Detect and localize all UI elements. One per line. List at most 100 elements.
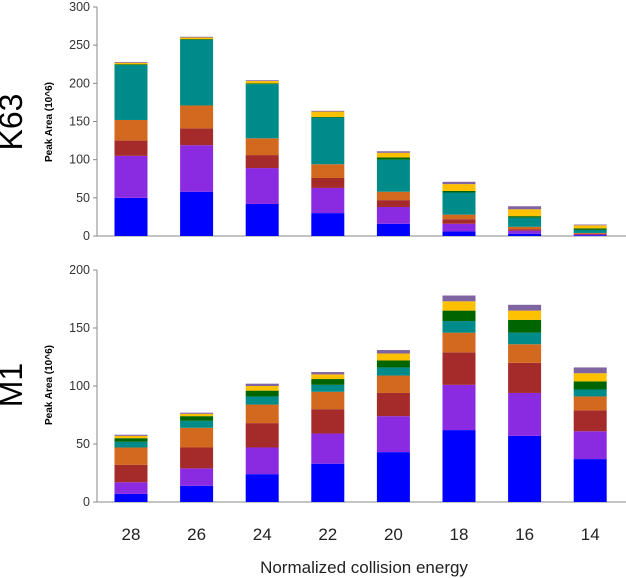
k63-bar-segment: [180, 39, 214, 106]
m1-bar-segment: [376, 452, 410, 502]
m1-bar-segment: [442, 321, 476, 333]
k63-bar-segment: [573, 229, 607, 233]
x-tick-label: 18: [450, 525, 469, 544]
k63-bar-segment: [508, 216, 542, 218]
m1-y-tick-label: 50: [76, 437, 90, 451]
m1-y-tick-label: 100: [69, 379, 90, 393]
m1-bar-segment: [114, 493, 148, 502]
k63-bar-segment: [245, 203, 279, 236]
x-tick-label: 28: [122, 525, 141, 544]
k63-y-tick-label: 0: [83, 229, 90, 243]
k63-bar-segment: [245, 155, 279, 169]
x-tick-label: 24: [253, 525, 272, 544]
k63-bar-segment: [442, 219, 476, 224]
m1-bar-segment: [180, 416, 214, 421]
k63-bar-segment: [573, 225, 607, 229]
m1-bar-segment: [508, 319, 542, 333]
k63-bar-segment: [376, 191, 410, 201]
m1-bar-segment: [245, 383, 279, 386]
m1-bar-segment: [180, 413, 214, 417]
m1-bar-segment: [508, 332, 542, 345]
k63-bar-segment: [376, 151, 410, 153]
k63-bar-segment: [114, 197, 148, 236]
k63-y-tick-label: 200: [69, 76, 90, 90]
m1-y-tick-label: 0: [83, 495, 90, 509]
k63-bar-segment: [573, 232, 607, 234]
m1-bar-segment: [442, 301, 476, 311]
k63-y-tick-label: 50: [76, 191, 90, 205]
k63-bar-segment: [180, 36, 214, 38]
k63-panel-title: K63: [0, 94, 29, 151]
k63-bar-segment: [180, 191, 214, 236]
k63-bar-segment: [442, 190, 476, 193]
k63-bar-segment: [376, 200, 410, 207]
k63-y-tick-label: 150: [69, 115, 90, 129]
k63-bar-segment: [180, 105, 214, 129]
m1-bar-segment: [311, 384, 345, 392]
m1-bar-segment: [114, 434, 148, 436]
x-tick-label: 26: [187, 525, 206, 544]
k63-bar-segment: [114, 62, 148, 65]
m1-bar-segment: [245, 447, 279, 475]
m1-bar-segment: [245, 390, 279, 397]
k63-bar-segment: [245, 83, 279, 85]
m1-bar-segment: [245, 423, 279, 448]
x-tick-label: 16: [515, 525, 534, 544]
k63-bar-segment: [180, 128, 214, 146]
m1-bar-segment: [245, 386, 279, 391]
m1-bar-segment: [180, 427, 214, 448]
m1-bar-segment: [573, 389, 607, 397]
k63-bar-segment: [573, 228, 607, 230]
k63-bar-segment: [180, 37, 214, 40]
m1-bar-segment: [114, 447, 148, 465]
k63-bar-segment: [442, 181, 476, 185]
m1-bar-segment: [114, 482, 148, 494]
m1-bar-segment: [245, 396, 279, 405]
x-axis-label: Normalized collision energy: [260, 558, 468, 577]
m1-bar-segment: [573, 381, 607, 390]
k63-bar-segment: [311, 116, 345, 118]
k63-bar-segment: [311, 164, 345, 178]
k63-bar-segment: [442, 223, 476, 232]
m1-bar-segment: [376, 350, 410, 354]
m1-bar-segment: [114, 464, 148, 483]
m1-bar-segment: [442, 352, 476, 385]
k63-bar-segment: [114, 64, 148, 66]
m1-bar-segment: [376, 353, 410, 361]
m1-bar-segment: [376, 367, 410, 376]
k63-y-tick-label: 100: [69, 153, 90, 167]
k63-bar-segment: [508, 229, 542, 231]
m1-bar-segment: [508, 304, 542, 311]
m1-bar-segment: [508, 435, 542, 502]
k63-panel: K63 Peak Area (10^6) 0 50 100 150 200 250 300: [0, 0, 626, 243]
m1-y-tick-label: 200: [69, 263, 90, 277]
k63-bar-segment: [180, 145, 214, 192]
m1-bar-segment: [442, 310, 476, 322]
m1-y-axis-label: Peak Area (10^6): [44, 345, 55, 425]
k63-bar-segment: [245, 81, 279, 84]
x-tick-label: 14: [581, 525, 600, 544]
k63-bar-segment: [442, 214, 476, 220]
m1-bar-segment: [573, 367, 607, 374]
k63-bar-segment: [508, 233, 542, 236]
k63-bar-segment: [508, 230, 542, 234]
m1-bar-segment: [114, 438, 148, 442]
k63-bar-segment: [114, 155, 148, 198]
k63-bar-segment: [311, 111, 345, 117]
k63-bar-segment: [442, 184, 476, 191]
k63-bar-segment: [114, 65, 148, 120]
m1-bar-segment: [311, 374, 345, 380]
m1-bar-segment: [311, 372, 345, 375]
m1-bar-segment: [508, 392, 542, 436]
k63-bar-segment: [573, 235, 607, 236]
k63-bar-segment: [376, 157, 410, 160]
m1-bar-segment: [573, 410, 607, 432]
k63-bar-segment: [573, 233, 607, 235]
k63-bar-segment: [311, 213, 345, 236]
m1-bar-segment: [245, 474, 279, 502]
k63-bar-segment: [508, 217, 542, 227]
k63-y-axis-label: Peak Area (10^6): [44, 82, 55, 162]
m1-bar-segment: [376, 375, 410, 393]
m1-bar-segment: [573, 373, 607, 382]
